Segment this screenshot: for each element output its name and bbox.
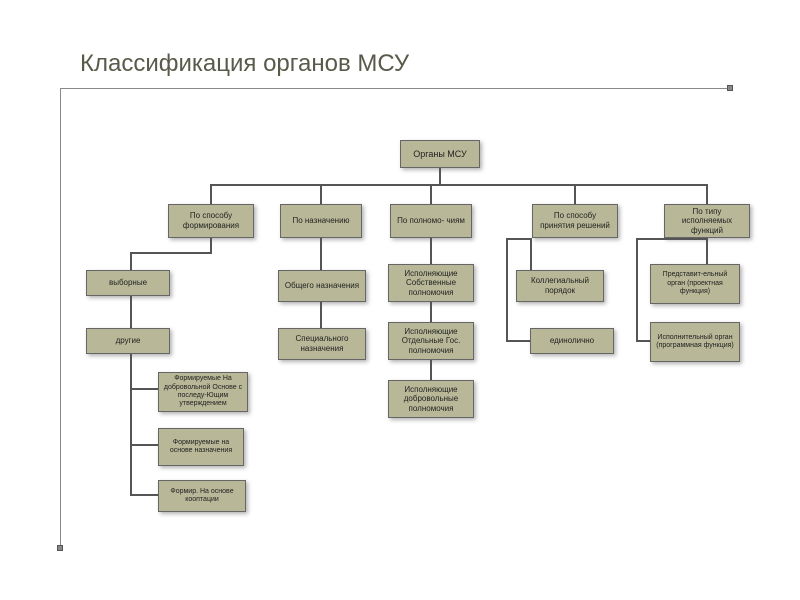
edge: [430, 360, 432, 380]
edge: [430, 184, 432, 204]
node-category: По полномо- чиям: [390, 204, 472, 238]
edge: [130, 296, 132, 328]
edge: [430, 302, 432, 322]
node-leaf: выборные: [86, 270, 170, 296]
edge: [210, 184, 708, 186]
edge: [130, 444, 158, 446]
node-leaf: Исполняющие Собственные полномочия: [388, 264, 474, 302]
corner-marker: [57, 545, 63, 551]
edge: [574, 184, 576, 204]
edge: [210, 184, 212, 204]
node-leaf: Формируемые на основе назначения: [158, 428, 244, 466]
edge: [320, 238, 322, 270]
node-category: По типу исполняемых функций: [664, 204, 750, 238]
node-leaf: Коллегиальный порядок: [516, 270, 604, 302]
node-leaf: Формир. На основе кооптации: [158, 480, 246, 512]
edge: [130, 388, 158, 390]
title-rule-v: [60, 88, 61, 548]
node-category: По назначению: [280, 204, 362, 238]
title-rule-h: [60, 88, 730, 89]
node-category: По способу принятия решений: [532, 204, 618, 238]
node-category: По способу формирования: [168, 204, 254, 238]
edge: [530, 238, 532, 270]
node-leaf: Исполнительный орган (программная функци…: [650, 322, 740, 362]
node-leaf: единолично: [530, 328, 614, 354]
node-leaf: другие: [86, 328, 170, 354]
node-leaf: Исполняющие Отдельные Гос. полномочия: [388, 322, 474, 360]
edge: [636, 238, 638, 342]
corner-marker: [727, 85, 733, 91]
edge: [130, 354, 132, 496]
edge: [506, 340, 530, 342]
edge: [506, 238, 532, 240]
edge: [706, 184, 708, 204]
node-leaf: Исполняющие добровольные полномочия: [388, 380, 474, 418]
edge: [320, 302, 322, 328]
edge: [210, 238, 212, 252]
edge: [439, 168, 441, 184]
node-leaf: Формируемые На добровольной Основе с пос…: [158, 372, 248, 412]
edge: [430, 238, 432, 264]
edge: [636, 238, 708, 240]
edge: [706, 238, 708, 264]
edge: [130, 252, 212, 254]
node-leaf: Общего назначения: [278, 270, 366, 302]
page-title: Классификация органов МСУ: [80, 50, 740, 78]
edge: [320, 184, 322, 204]
node-leaf: Специального назначения: [278, 328, 366, 360]
node-root: Органы МСУ: [400, 140, 480, 168]
edge: [130, 252, 132, 270]
edge: [130, 494, 158, 496]
node-leaf: Представит-ельный орган (проектная функц…: [650, 264, 740, 304]
edge: [506, 238, 508, 342]
